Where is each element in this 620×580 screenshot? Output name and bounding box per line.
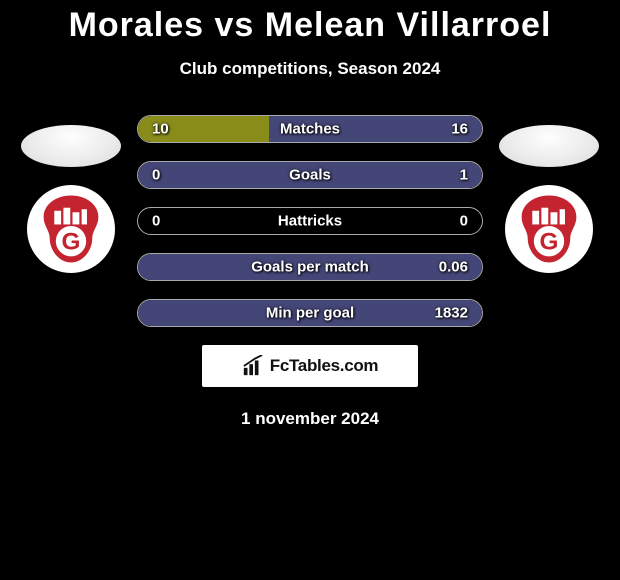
stat-row: Goals per match 0.06 (137, 253, 483, 281)
svg-text:G: G (540, 229, 559, 256)
stat-row: Min per goal 1832 (137, 299, 483, 327)
promo-text: FcTables.com (270, 356, 379, 376)
stat-value-right: 1 (460, 167, 468, 184)
stats-column: 10Matches160Goals10Hattricks0Goals per m… (137, 115, 483, 327)
player-right: G (499, 115, 599, 273)
stat-value-right: 16 (451, 121, 468, 138)
stat-row: 0 Hattricks 0 (137, 207, 483, 235)
page-subtitle: Club competitions, Season 2024 (180, 59, 441, 79)
player-left: G (21, 115, 121, 273)
stat-row: 0 Goals 1 (137, 161, 483, 189)
team-logo-svg: G (33, 191, 109, 267)
stat-value-right: 0 (460, 213, 468, 230)
stat-label: Goals (289, 167, 331, 184)
page-title: Morales vs Melean Villarroel (69, 6, 552, 45)
chart-icon (242, 355, 264, 377)
stat-value-left: 0 (152, 213, 160, 230)
stat-label: Matches (280, 121, 340, 138)
player-left-avatar (21, 125, 121, 167)
stat-label: Hattricks (278, 213, 342, 230)
stat-row: 10 Matches 16 (137, 115, 483, 143)
stat-value-left: 10 (152, 121, 169, 138)
player-left-team-logo: G (27, 185, 115, 273)
stat-value-right: 1832 (435, 305, 468, 322)
player-right-team-logo: G (505, 185, 593, 273)
svg-text:G: G (62, 229, 81, 256)
stat-label: Min per goal (266, 305, 354, 322)
stat-value-right: 0.06 (439, 259, 468, 276)
comparison-card: Morales vs Melean Villarroel Club compet… (0, 0, 620, 429)
content-wrap: G 10Matches160Goals10Hattricks0Goals per… (0, 115, 620, 327)
stat-value-left: 0 (152, 167, 160, 184)
stat-label: Goals per match (251, 259, 369, 276)
player-right-avatar (499, 125, 599, 167)
team-logo-svg: G (511, 191, 587, 267)
footer-date: 1 november 2024 (241, 409, 379, 429)
promo-badge[interactable]: FcTables.com (202, 345, 418, 387)
